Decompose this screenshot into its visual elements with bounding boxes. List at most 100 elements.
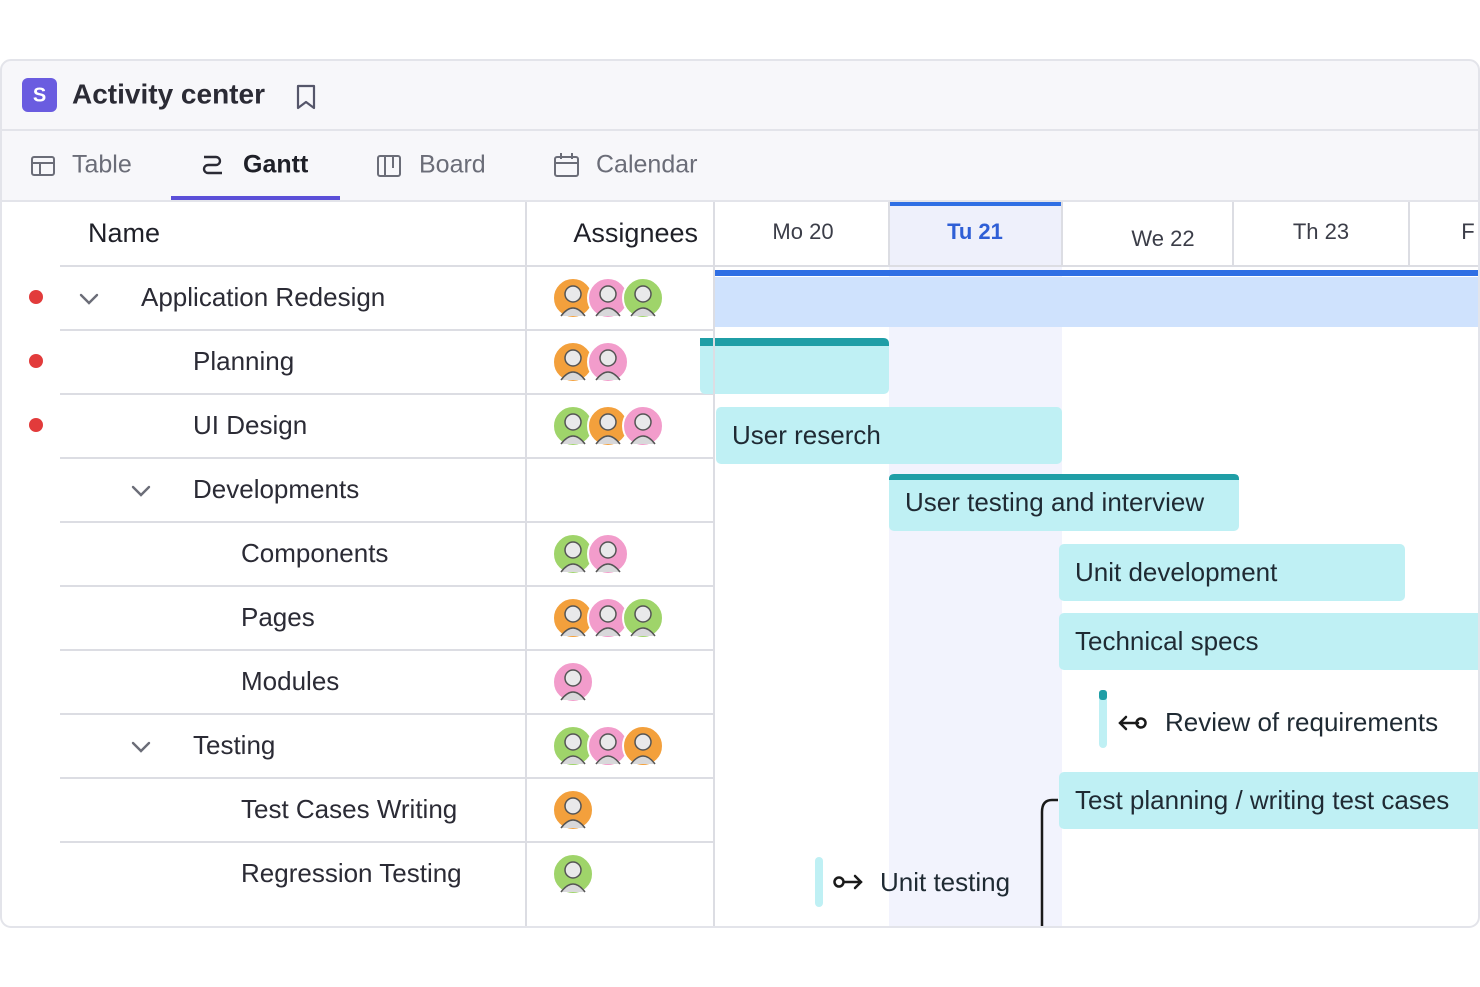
- avatar-body: [595, 755, 621, 765]
- avatar-head: [599, 733, 617, 751]
- task-bar[interactable]: [716, 407, 1062, 464]
- row-name: Modules: [241, 666, 339, 696]
- link-icon: [1135, 717, 1147, 729]
- card-border: [0, 59, 1480, 928]
- avatar-body: [595, 563, 621, 573]
- avatar-body: [595, 307, 621, 317]
- avatar: [552, 533, 594, 575]
- milestone-bar: [815, 857, 823, 907]
- avatar-head: [634, 733, 652, 751]
- day-label: Th 23: [1293, 219, 1349, 244]
- calendar-icon: [554, 156, 579, 177]
- day-label: Tu 21: [947, 219, 1003, 244]
- link-icon: [842, 874, 863, 890]
- task-bar[interactable]: [1059, 613, 1480, 670]
- milestone-label: Review of requirements: [1165, 707, 1438, 737]
- tab-label[interactable]: Table: [72, 151, 132, 179]
- avatar: [552, 405, 594, 447]
- task-bar-progress: [889, 474, 1239, 480]
- avatar: [552, 661, 594, 703]
- avatar-body: [560, 563, 586, 573]
- avatar: [622, 277, 664, 319]
- logo-letter: S: [33, 84, 46, 106]
- tab-bar: [1, 130, 1479, 201]
- avatar-head: [599, 541, 617, 559]
- avatar: [587, 533, 629, 575]
- tab-label[interactable]: Calendar: [596, 151, 697, 179]
- summary-bar: [714, 277, 1479, 327]
- tab-label[interactable]: Board: [419, 151, 486, 179]
- avatar-head: [564, 541, 582, 559]
- row-name: Test Cases Writing: [241, 794, 457, 824]
- gantt-icon: [202, 155, 222, 175]
- avatar-body: [560, 627, 586, 637]
- avatar-body: [630, 435, 656, 445]
- avatar-body: [560, 435, 586, 445]
- task-label: Test planning / writing test cases: [1075, 785, 1449, 815]
- day-label: F: [1461, 219, 1474, 244]
- avatar-body: [560, 691, 586, 701]
- avatar: [622, 597, 664, 639]
- task-label: User reserch: [732, 420, 881, 450]
- avatar-body: [560, 755, 586, 765]
- milestone-bar-top: [1099, 690, 1107, 700]
- today-header: [889, 204, 1062, 266]
- row-name: Planning: [193, 346, 294, 376]
- avatar-head: [564, 669, 582, 687]
- page-title: Activity center: [72, 78, 265, 109]
- board-icon: [377, 155, 401, 177]
- avatar: [552, 789, 594, 831]
- task-bar[interactable]: [889, 474, 1239, 531]
- task-bar-progress: [700, 338, 889, 346]
- day-label: Mo 20: [772, 219, 833, 244]
- avatar-head: [634, 285, 652, 303]
- task-bar[interactable]: [1059, 544, 1405, 601]
- avatar: [587, 341, 629, 383]
- avatar-head: [564, 413, 582, 431]
- row-name: Developments: [193, 474, 359, 504]
- avatar-body: [560, 819, 586, 829]
- row-name: Application Redesign: [141, 282, 385, 312]
- day-label: We 22: [1131, 226, 1194, 251]
- active-tab-underline: [171, 196, 340, 200]
- avatar-body: [560, 371, 586, 381]
- column-header: Name: [88, 218, 160, 248]
- avatar: [587, 597, 629, 639]
- header-bar: [1, 60, 1479, 130]
- table-icon: [31, 156, 55, 176]
- tab-icons: [31, 153, 579, 177]
- content: Mo 20 Tu 21 We 22 Th 23 F Application Redesig…: [29, 219, 1480, 907]
- avatar-head: [564, 733, 582, 751]
- status-dot: [29, 418, 43, 432]
- avatar-body: [595, 435, 621, 445]
- day-dividers: [888, 202, 1410, 266]
- avatar-body: [595, 371, 621, 381]
- task-bar: [700, 338, 889, 394]
- task-label: Technical specs: [1075, 626, 1259, 656]
- avatar: [622, 725, 664, 767]
- expand-chevron[interactable]: [131, 485, 151, 497]
- status-dot: [29, 290, 43, 304]
- task-bar[interactable]: [1059, 772, 1480, 829]
- row-name: Testing: [193, 730, 275, 760]
- avatar-body: [630, 307, 656, 317]
- row-name: UI Design: [193, 410, 307, 440]
- avatar-head: [564, 861, 582, 879]
- avatar-head: [564, 349, 582, 367]
- dependency-line: [1040, 798, 1058, 927]
- bookmark-icon[interactable]: [296, 84, 316, 110]
- avatar-head: [634, 413, 652, 431]
- avatar-head: [599, 413, 617, 431]
- avatar-head: [599, 285, 617, 303]
- milestone-bar: [1099, 690, 1107, 748]
- expand-chevron[interactable]: [79, 293, 99, 305]
- logo: [22, 78, 57, 112]
- avatar-head: [564, 797, 582, 815]
- avatar-body: [560, 307, 586, 317]
- expand-chevron[interactable]: [131, 741, 151, 753]
- tab-label[interactable]: Gantt: [243, 151, 309, 179]
- column-header: Assignees: [573, 218, 698, 248]
- avatar-head: [599, 349, 617, 367]
- avatar: [622, 405, 664, 447]
